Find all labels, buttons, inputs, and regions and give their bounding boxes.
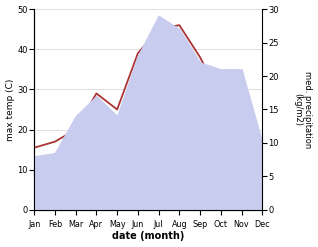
X-axis label: date (month): date (month) [112, 231, 184, 242]
Y-axis label: max temp (C): max temp (C) [5, 78, 15, 141]
Y-axis label: med. precipitation
(kg/m2): med. precipitation (kg/m2) [293, 71, 313, 148]
